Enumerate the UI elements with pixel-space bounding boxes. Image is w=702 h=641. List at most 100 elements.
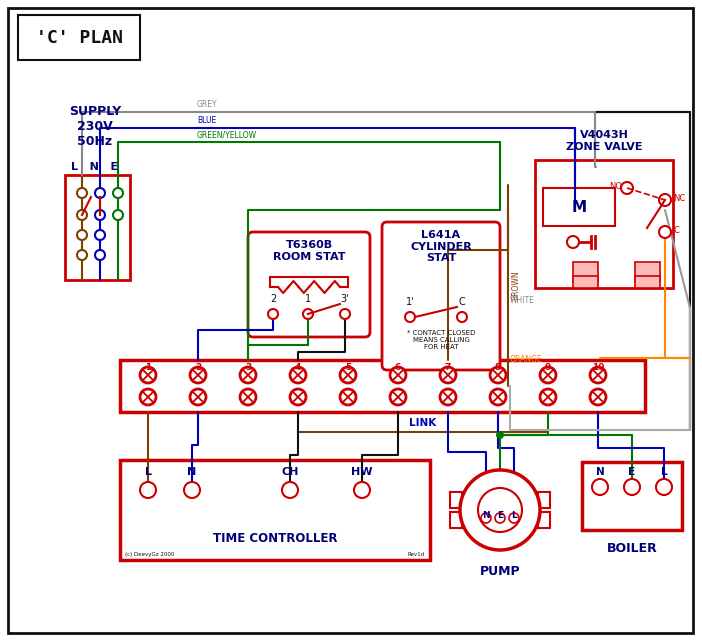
Text: GREY: GREY <box>197 100 218 109</box>
Text: (c) DeevyGz 2000: (c) DeevyGz 2000 <box>125 552 174 557</box>
Text: GREEN/YELLOW: GREEN/YELLOW <box>197 130 257 139</box>
Circle shape <box>290 389 306 405</box>
Circle shape <box>496 431 504 439</box>
Bar <box>535 160 673 288</box>
Text: 6: 6 <box>395 363 401 372</box>
Circle shape <box>460 470 540 550</box>
FancyBboxPatch shape <box>248 232 370 337</box>
Text: L641A
CYLINDER
STAT: L641A CYLINDER STAT <box>410 230 472 263</box>
Text: N: N <box>482 510 490 519</box>
Text: 1: 1 <box>145 363 151 372</box>
Circle shape <box>113 188 123 198</box>
Text: 1: 1 <box>305 294 311 304</box>
Circle shape <box>77 230 87 240</box>
Text: 3: 3 <box>245 363 251 372</box>
Text: 5: 5 <box>345 363 351 372</box>
Text: V4043H
ZONE VALVE: V4043H ZONE VALVE <box>566 130 642 152</box>
Circle shape <box>282 482 298 498</box>
Bar <box>573 262 598 282</box>
Circle shape <box>340 309 350 319</box>
Circle shape <box>540 389 556 405</box>
Text: L: L <box>661 467 668 477</box>
Circle shape <box>77 250 87 260</box>
Circle shape <box>659 226 671 238</box>
Text: 2: 2 <box>195 363 201 372</box>
Circle shape <box>290 367 306 383</box>
Circle shape <box>340 389 356 405</box>
Text: 8: 8 <box>495 363 501 372</box>
Circle shape <box>354 482 370 498</box>
Text: 7: 7 <box>445 363 451 372</box>
Text: E: E <box>497 510 503 519</box>
Text: CH: CH <box>282 467 298 477</box>
Circle shape <box>268 309 278 319</box>
Text: M: M <box>571 199 587 215</box>
Text: L: L <box>145 467 152 477</box>
Text: 4: 4 <box>295 363 301 372</box>
Circle shape <box>77 210 87 220</box>
Circle shape <box>621 182 633 194</box>
Text: NO: NO <box>609 182 622 191</box>
Text: 10: 10 <box>592 363 604 372</box>
Text: Rev1d: Rev1d <box>408 552 425 557</box>
Circle shape <box>340 367 356 383</box>
Text: BOILER: BOILER <box>607 542 657 555</box>
Circle shape <box>478 488 522 532</box>
Circle shape <box>190 367 206 383</box>
Circle shape <box>95 230 105 240</box>
Circle shape <box>590 389 606 405</box>
Text: C: C <box>458 297 465 307</box>
FancyBboxPatch shape <box>382 222 500 370</box>
Bar <box>450 512 462 528</box>
Text: NC: NC <box>673 194 685 203</box>
Text: BROWN: BROWN <box>511 271 520 300</box>
Circle shape <box>440 389 456 405</box>
Text: 2: 2 <box>270 294 276 304</box>
Bar <box>538 512 550 528</box>
Text: 1': 1' <box>406 297 414 307</box>
Circle shape <box>95 210 105 220</box>
Text: PUMP: PUMP <box>479 565 520 578</box>
Circle shape <box>490 389 506 405</box>
Circle shape <box>303 309 313 319</box>
Circle shape <box>240 367 256 383</box>
Bar <box>543 188 615 226</box>
Text: E: E <box>628 467 635 477</box>
Circle shape <box>140 389 156 405</box>
Text: L: L <box>511 510 517 519</box>
Text: C: C <box>673 226 679 235</box>
Text: SUPPLY
230V
50Hz: SUPPLY 230V 50Hz <box>69 105 121 148</box>
Text: 9: 9 <box>545 363 551 372</box>
Text: 'C' PLAN: 'C' PLAN <box>36 29 123 47</box>
Circle shape <box>490 367 506 383</box>
Circle shape <box>190 389 206 405</box>
Bar <box>538 492 550 508</box>
Circle shape <box>95 250 105 260</box>
Circle shape <box>440 367 456 383</box>
Circle shape <box>140 367 156 383</box>
Circle shape <box>240 389 256 405</box>
Bar <box>450 492 462 508</box>
Text: 3': 3' <box>340 294 350 304</box>
Circle shape <box>77 188 87 198</box>
Bar <box>573 276 598 288</box>
Bar <box>582 462 682 530</box>
Circle shape <box>184 482 200 498</box>
Circle shape <box>405 312 415 322</box>
Bar <box>120 460 430 560</box>
Circle shape <box>95 188 105 198</box>
Circle shape <box>140 482 156 498</box>
Text: T6360B
ROOM STAT: T6360B ROOM STAT <box>273 240 345 262</box>
Circle shape <box>509 513 519 523</box>
Text: ORANGE: ORANGE <box>510 355 543 364</box>
Circle shape <box>567 236 579 248</box>
Text: LINK: LINK <box>409 418 437 428</box>
Circle shape <box>624 479 640 495</box>
Text: WHITE: WHITE <box>510 296 535 305</box>
Circle shape <box>659 194 671 206</box>
Bar <box>18 15 140 60</box>
Circle shape <box>390 389 406 405</box>
Text: HW: HW <box>351 467 373 477</box>
Circle shape <box>590 367 606 383</box>
Bar <box>120 360 645 412</box>
